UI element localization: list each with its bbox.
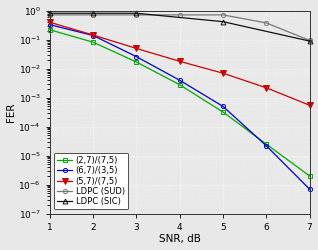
(6,7)/(3,5) <box>91 34 95 37</box>
(6,7)/(3,5) <box>178 79 182 82</box>
Line: (5,7)/(7,5): (5,7)/(7,5) <box>47 20 312 108</box>
(5,7)/(7,5) <box>264 86 268 89</box>
LDPC (SUD) <box>264 22 268 25</box>
(2,7)/(7,5) <box>221 110 225 114</box>
(5,7)/(7,5) <box>91 34 95 36</box>
(5,7)/(7,5) <box>178 60 182 63</box>
Line: LDPC (SIC): LDPC (SIC) <box>47 11 312 44</box>
LDPC (SIC) <box>221 20 225 23</box>
LDPC (SUD) <box>221 14 225 16</box>
Line: (2,7)/(7,5): (2,7)/(7,5) <box>48 28 312 178</box>
(5,7)/(7,5) <box>221 72 225 75</box>
(2,7)/(7,5) <box>48 28 52 31</box>
(6,7)/(3,5) <box>308 188 311 191</box>
(2,7)/(7,5) <box>308 174 311 178</box>
(5,7)/(7,5) <box>48 21 52 24</box>
Line: LDPC (SUD): LDPC (SUD) <box>48 13 312 43</box>
LDPC (SIC) <box>48 12 52 15</box>
(6,7)/(3,5) <box>48 23 52 26</box>
(6,7)/(3,5) <box>221 105 225 108</box>
(5,7)/(7,5) <box>308 104 311 107</box>
LDPC (SUD) <box>308 39 311 42</box>
LDPC (SUD) <box>48 14 52 16</box>
(6,7)/(3,5) <box>135 55 138 58</box>
(5,7)/(7,5) <box>135 47 138 50</box>
LDPC (SUD) <box>178 14 182 16</box>
(2,7)/(7,5) <box>178 83 182 86</box>
Line: (6,7)/(3,5): (6,7)/(3,5) <box>48 23 312 191</box>
LDPC (SUD) <box>91 14 95 16</box>
(2,7)/(7,5) <box>135 60 138 64</box>
Y-axis label: FER: FER <box>5 102 16 122</box>
X-axis label: SNR, dB: SNR, dB <box>159 234 201 244</box>
(2,7)/(7,5) <box>91 41 95 44</box>
(2,7)/(7,5) <box>264 143 268 146</box>
LDPC (SUD) <box>135 14 138 16</box>
(6,7)/(3,5) <box>264 144 268 147</box>
LDPC (SIC) <box>308 40 311 42</box>
Legend: (2,7)/(7,5), (6,7)/(3,5), (5,7)/(7,5), LDPC (SUD), LDPC (SIC): (2,7)/(7,5), (6,7)/(3,5), (5,7)/(7,5), L… <box>54 153 128 210</box>
LDPC (SIC) <box>91 12 95 15</box>
LDPC (SIC) <box>135 12 138 15</box>
